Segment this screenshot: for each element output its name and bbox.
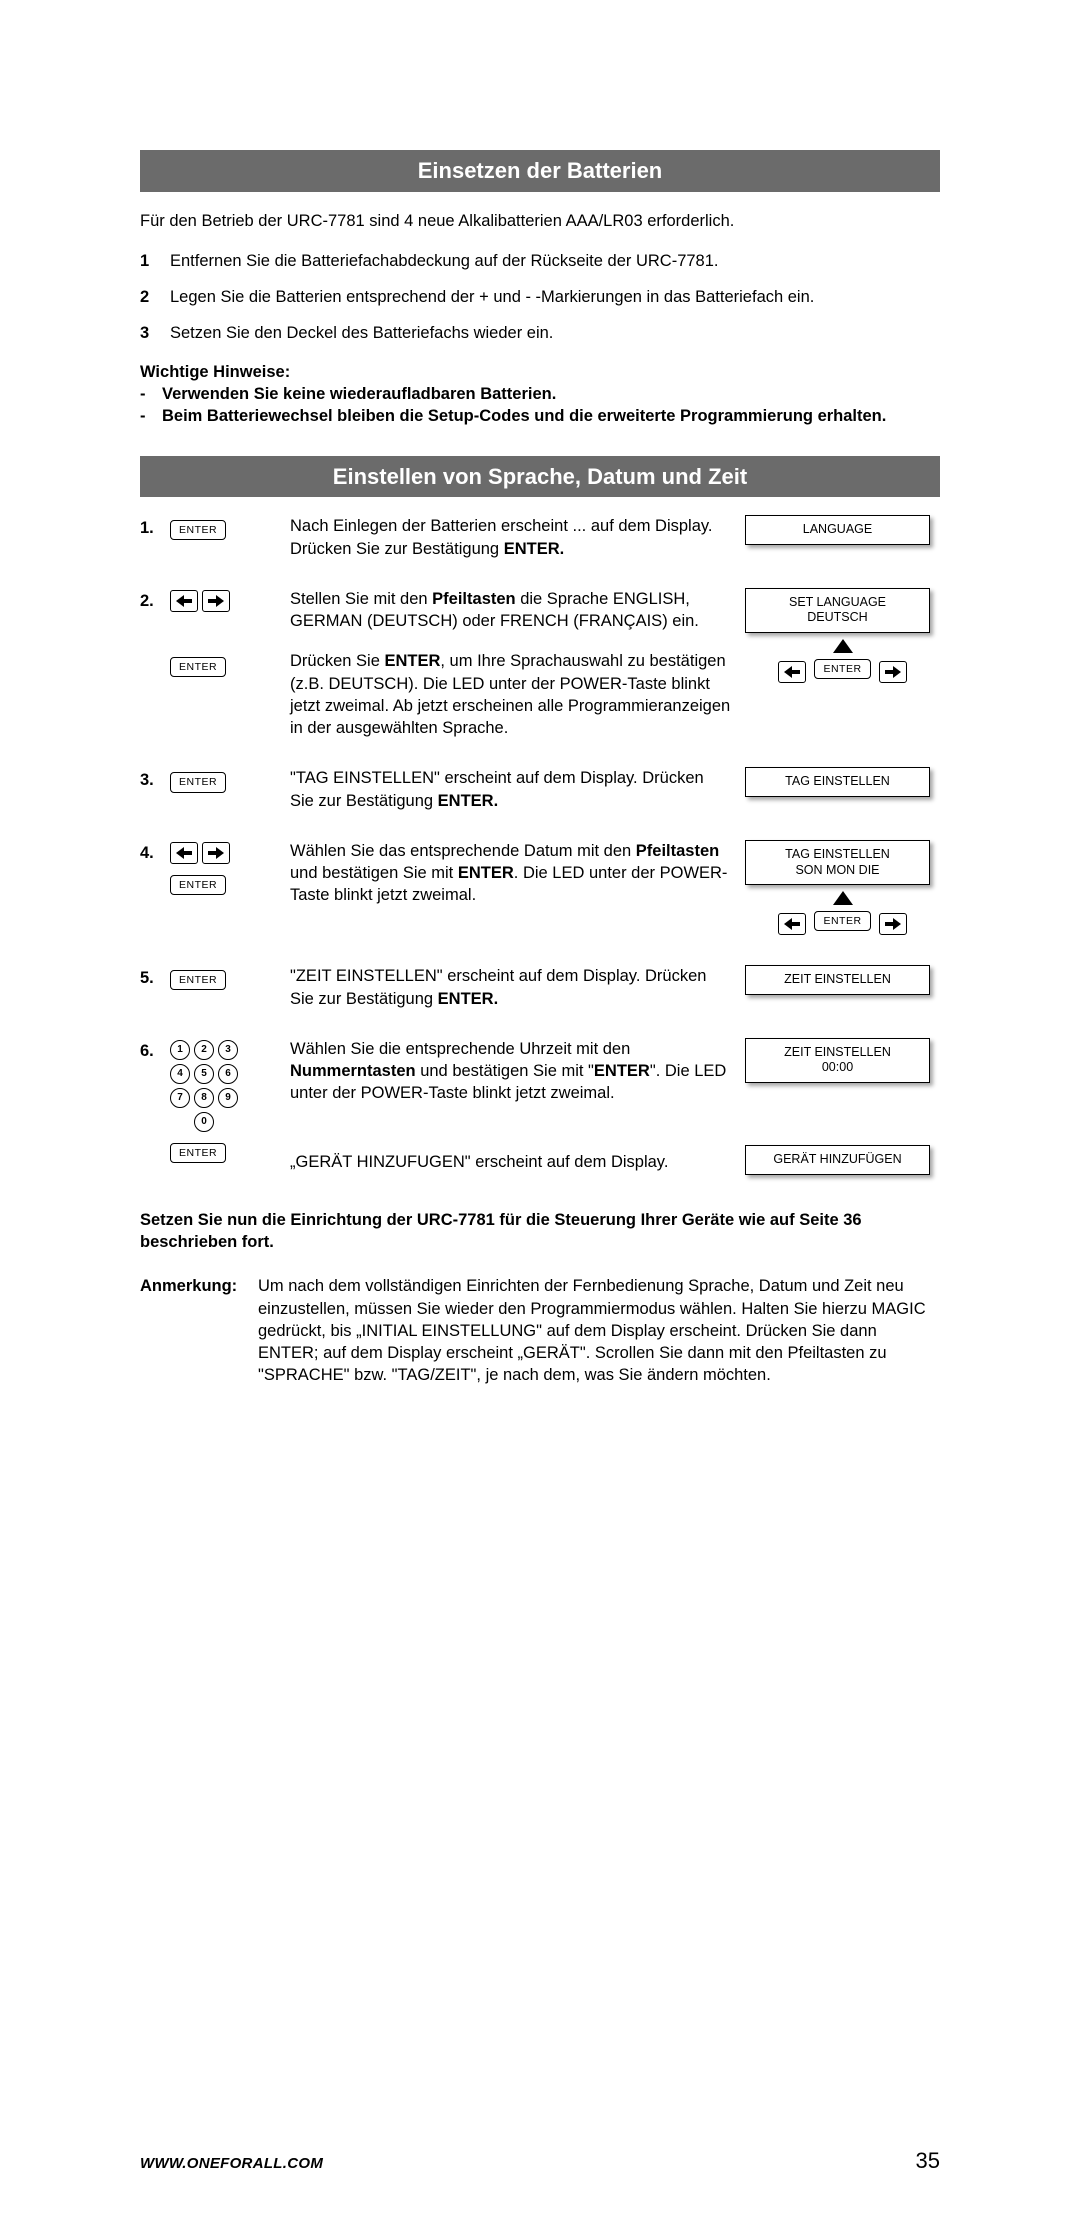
step-number: 6. [140, 1038, 170, 1062]
num-key: 8 [194, 1088, 214, 1108]
pointer-icon [833, 639, 853, 653]
enter-key-icon: ENTER [170, 1143, 226, 1163]
item-text: Entfernen Sie die Batteriefachabdeckung … [170, 250, 940, 272]
display-box: SET LANGUAGE DEUTSCH [745, 588, 930, 633]
step-number: 3. [140, 767, 170, 791]
item-number: 3 [140, 322, 170, 344]
item-number: 1 [140, 250, 170, 272]
num-key: 7 [170, 1088, 190, 1108]
num-key: 3 [218, 1040, 238, 1060]
step-text: "ZEIT EINSTELLEN" erscheint auf dem Disp… [290, 965, 745, 1010]
display-box: ZEIT EINSTELLEN [745, 965, 930, 995]
pointer-icon [833, 891, 853, 905]
display-box: GERÄT HINZUFÜGEN [745, 1145, 930, 1175]
page-footer: WWW.ONEFORALL.COM 35 [140, 2146, 940, 2176]
enter-key-icon: ENTER [814, 911, 870, 931]
footer-url: WWW.ONEFORALL.COM [140, 2154, 323, 2174]
left-arrow-key-icon [170, 590, 198, 612]
list-item: 1 Entfernen Sie die Batteriefachabdeckun… [140, 250, 940, 272]
step-text: "TAG EINSTELLEN" erscheint auf dem Displ… [290, 767, 745, 812]
item-text: Setzen Sie den Deckel des Batteriefachs … [170, 322, 940, 344]
battery-steps-list: 1 Entfernen Sie die Batteriefachabdeckun… [140, 250, 940, 345]
right-arrow-key-icon [202, 842, 230, 864]
closing-text: Setzen Sie nun die Einrichtung der URC-7… [140, 1209, 940, 1254]
step-number: 1. [140, 515, 170, 539]
list-item: 2 Legen Sie die Batterien entsprechend d… [140, 286, 940, 308]
page-number: 35 [916, 2146, 940, 2176]
left-arrow-key-icon [170, 842, 198, 864]
notes-title: Wichtige Hinweise: [140, 361, 940, 383]
enter-key-icon: ENTER [170, 772, 226, 792]
note-label: Anmerkung: [140, 1275, 258, 1386]
important-notes: Wichtige Hinweise: -Verwenden Sie keine … [140, 361, 940, 428]
display-box: TAG EINSTELLEN [745, 767, 930, 797]
step-5: 5. ENTER "ZEIT EINSTELLEN" erscheint auf… [140, 965, 940, 1010]
step-text: Wählen Sie die entsprechende Uhrzeit mit… [290, 1038, 745, 1173]
intro-text: Für den Betrieb der URC-7781 sind 4 neue… [140, 210, 940, 232]
section-header-setup: Einstellen von Sprache, Datum und Zeit [140, 456, 940, 498]
num-key: 4 [170, 1064, 190, 1084]
right-arrow-key-icon [202, 590, 230, 612]
display-box: LANGUAGE [745, 515, 930, 545]
note-line: Verwenden Sie keine wiederaufladbaren Ba… [162, 383, 556, 405]
enter-key-icon: ENTER [814, 659, 870, 679]
step-1: 1. ENTER Nach Einlegen der Batterien ers… [140, 515, 940, 560]
right-arrow-key-icon [879, 661, 907, 683]
num-key: 2 [194, 1040, 214, 1060]
enter-key-icon: ENTER [170, 875, 226, 895]
num-key: 6 [218, 1064, 238, 1084]
step-number: 5. [140, 965, 170, 989]
step-text: Wählen Sie das entsprechende Datum mit d… [290, 840, 745, 907]
num-key: 9 [218, 1088, 238, 1108]
note-block: Anmerkung: Um nach dem vollständigen Ein… [140, 1275, 940, 1386]
item-text: Legen Sie die Batterien entsprechend der… [170, 286, 940, 308]
note-line: Beim Batteriewechsel bleiben die Setup-C… [162, 405, 886, 427]
enter-key-icon: ENTER [170, 657, 226, 677]
display-box: ZEIT EINSTELLEN 00:00 [745, 1038, 930, 1083]
enter-key-icon: ENTER [170, 970, 226, 990]
step-number: 2. [140, 588, 170, 612]
note-body: Um nach dem vollständigen Einrichten der… [258, 1275, 940, 1386]
numpad-icon: 1 2 3 4 5 6 7 8 9 0 [170, 1040, 290, 1132]
num-key: 5 [194, 1064, 214, 1084]
num-key: 0 [194, 1112, 214, 1132]
step-3: 3. ENTER "TAG EINSTELLEN" erscheint auf … [140, 767, 940, 812]
right-arrow-key-icon [879, 913, 907, 935]
step-text: Stellen Sie mit den Pfeiltasten die Spra… [290, 588, 745, 740]
step-4: 4. ENTER Wählen Sie das entsprechende Da… [140, 840, 940, 937]
item-number: 2 [140, 286, 170, 308]
section-header-batteries: Einsetzen der Batterien [140, 150, 940, 192]
step-number: 4. [140, 840, 170, 864]
left-arrow-key-icon [778, 913, 806, 935]
step-6: 6. 1 2 3 4 5 6 7 8 9 0 ENTER Wählen S [140, 1038, 940, 1181]
num-key: 1 [170, 1040, 190, 1060]
enter-key-icon: ENTER [170, 520, 226, 540]
display-box: TAG EINSTELLEN SON MON DIE [745, 840, 930, 885]
list-item: 3 Setzen Sie den Deckel des Batteriefach… [140, 322, 940, 344]
left-arrow-key-icon [778, 661, 806, 683]
step-text: Nach Einlegen der Batterien erscheint ..… [290, 515, 745, 560]
step-2: 2. ENTER Stellen Sie mit den Pfeiltasten… [140, 588, 940, 740]
